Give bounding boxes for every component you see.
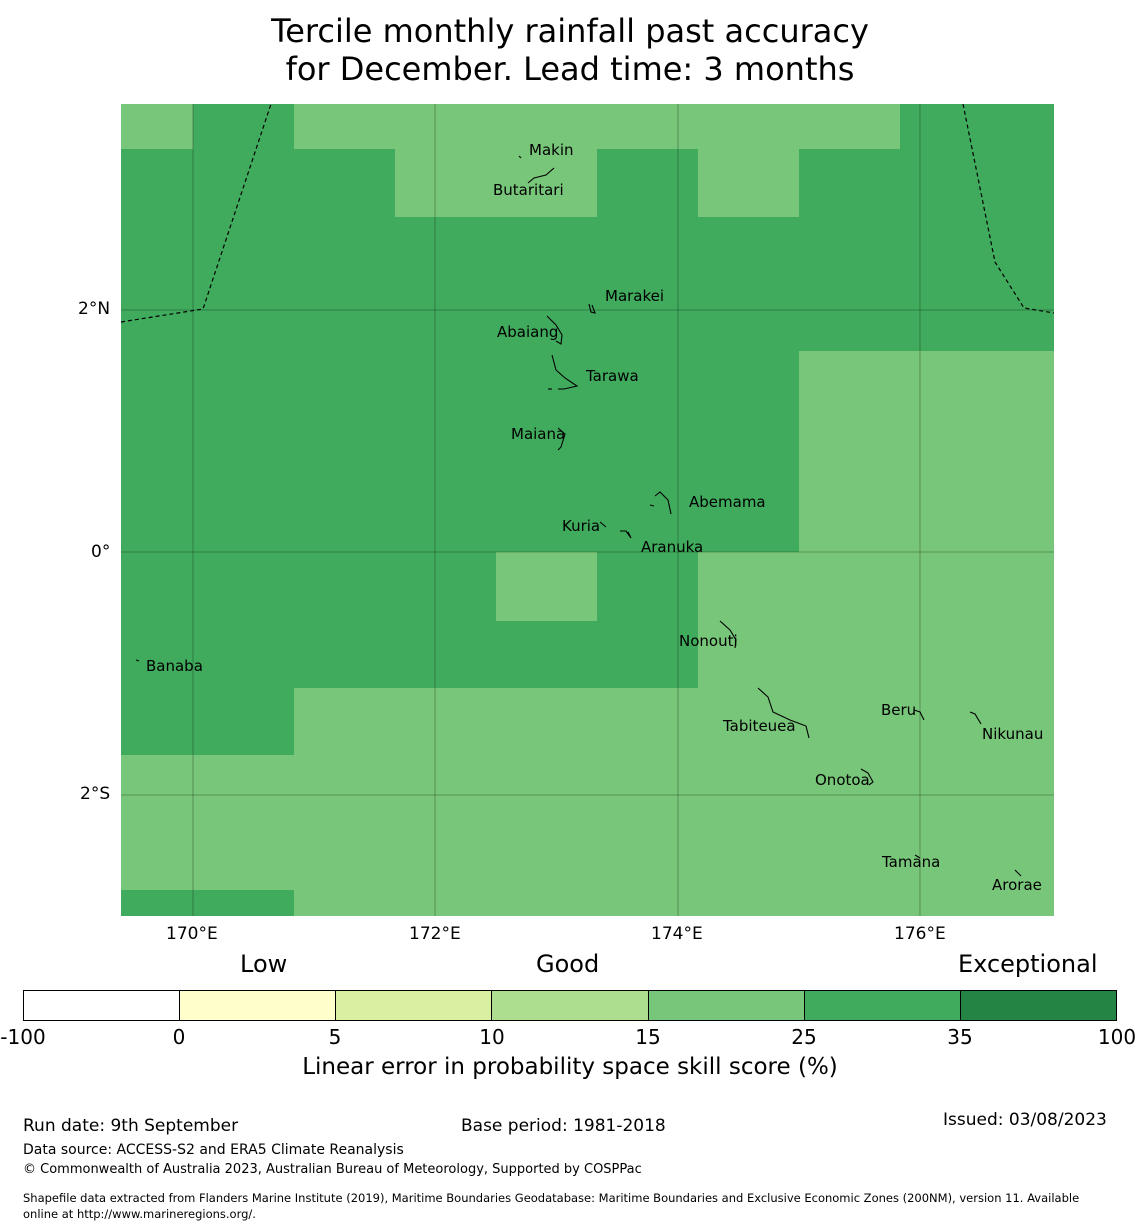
legend-category-good: Good xyxy=(536,950,600,978)
colorbar-segment xyxy=(336,991,493,1020)
colorbar-segment xyxy=(24,991,181,1020)
island-label-beru: Beru xyxy=(881,701,916,719)
island-label-nikunau: Nikunau xyxy=(982,725,1043,743)
island-label-tamana: Tamana xyxy=(881,853,940,871)
colorbar-segment xyxy=(960,991,1116,1020)
chart-title-line2: for December. Lead time: 3 months xyxy=(285,50,855,88)
island-label-nonouti: Nonouti xyxy=(679,632,738,650)
island-label-kuria: Kuria xyxy=(562,517,600,535)
colorbar xyxy=(23,990,1117,1021)
island-outlines xyxy=(135,155,1022,877)
colorbar-segment xyxy=(180,991,337,1020)
island-label-makin: Makin xyxy=(529,141,574,159)
issued-date: Issued: 03/08/2023 xyxy=(943,1110,1107,1130)
lon-tick-174e: 174°E xyxy=(651,924,703,944)
island-labels: Makin Butaritari Marakei Abaiang Tarawa … xyxy=(146,141,1043,894)
legend-category-exceptional: Exceptional xyxy=(958,950,1098,978)
graticule xyxy=(121,104,1054,916)
colorbar-tick: 35 xyxy=(947,1025,973,1049)
grid-cell xyxy=(698,149,799,217)
lon-tick-176e: 176°E xyxy=(894,924,946,944)
colorbar-tick: 10 xyxy=(479,1025,505,1049)
colorbar-segment xyxy=(648,991,805,1020)
island-label-aranuka: Aranuka xyxy=(641,538,703,556)
island-label-tabiteuea: Tabiteuea xyxy=(722,717,796,735)
island-label-maiana: Maiana xyxy=(511,425,565,443)
skill-grid xyxy=(121,104,1054,916)
colorbar-label: Linear error in probability space skill … xyxy=(302,1054,838,1080)
colorbar-tick: 25 xyxy=(791,1025,817,1049)
island-label-arorae: Arorae xyxy=(992,876,1042,894)
island-label-abaiang: Abaiang xyxy=(497,323,558,341)
skill-map: Makin Butaritari Marakei Abaiang Tarawa … xyxy=(120,103,1055,916)
lat-tick-2n: 2°N xyxy=(78,299,111,319)
colorbar-tick: 5 xyxy=(328,1025,342,1049)
island-label-butaritari: Butaritari xyxy=(493,181,564,199)
island-label-banaba: Banaba xyxy=(146,657,203,675)
legend-category-low: Low xyxy=(240,950,288,978)
grid-cell xyxy=(121,104,193,149)
data-source: Data source: ACCESS-S2 and ERA5 Climate … xyxy=(23,1142,404,1158)
colorbar-segment xyxy=(492,991,649,1020)
grid-cell xyxy=(294,104,900,149)
colorbar-tick: -100 xyxy=(0,1025,46,1049)
island-label-onotoa: Onotoa xyxy=(815,771,870,789)
lat-tick-2s: 2°S xyxy=(80,784,111,804)
grid-cell xyxy=(294,688,1054,916)
base-period: Base period: 1981-2018 xyxy=(461,1116,666,1136)
eez-boundary xyxy=(120,103,1055,323)
shapefile-credit-line1: Shapefile data extracted from Flanders M… xyxy=(23,1191,1080,1205)
grid-cell xyxy=(698,552,1054,688)
grid-cell xyxy=(799,351,1054,552)
island-label-marakei: Marakei xyxy=(605,287,664,305)
chart-title-line1: Tercile monthly rainfall past accuracy xyxy=(271,12,869,50)
grid-cell xyxy=(395,149,597,217)
lon-tick-170e: 170°E xyxy=(166,924,218,944)
copyright: © Commonwealth of Australia 2023, Austra… xyxy=(23,1162,642,1177)
lon-tick-172e: 172°E xyxy=(409,924,461,944)
colorbar-segment xyxy=(804,991,961,1020)
shapefile-credit-line2: online at http://www.marineregions.org/. xyxy=(23,1207,256,1221)
grid-cell xyxy=(496,552,597,621)
run-date: Run date: 9th September xyxy=(23,1116,239,1136)
colorbar-tick: 15 xyxy=(635,1025,661,1049)
colorbar-tick: 100 xyxy=(1097,1025,1137,1049)
grid-cell xyxy=(121,755,294,890)
lat-tick-0: 0° xyxy=(91,542,111,562)
island-label-tarawa: Tarawa xyxy=(585,367,639,385)
colorbar-tick: 0 xyxy=(172,1025,186,1049)
island-label-abemama: Abemama xyxy=(689,493,766,511)
